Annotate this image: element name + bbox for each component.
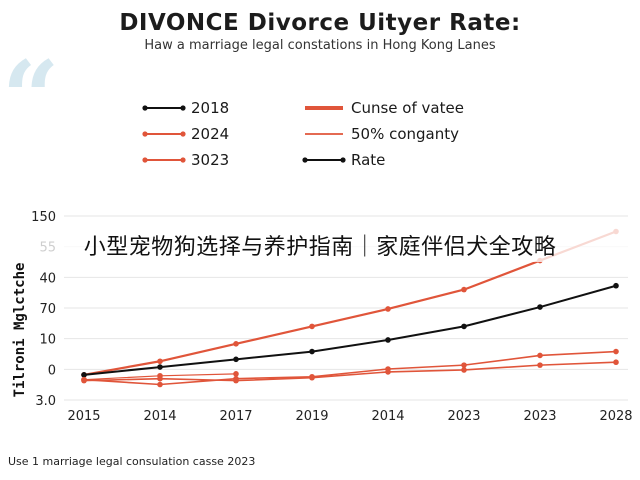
data-point (385, 369, 391, 375)
series-line (83, 361, 617, 382)
x-tick-label: 2017 (219, 409, 252, 424)
legend-marker (180, 157, 186, 163)
data-point (233, 356, 239, 363)
data-point (613, 282, 619, 289)
overlay-banner-text: 小型宠物狗选择与养护指南｜家庭伴侣犬全攻略 (83, 235, 557, 260)
data-point (613, 359, 619, 366)
data-point (385, 306, 391, 312)
legend-label: 50% conganty (351, 125, 459, 143)
data-point (309, 348, 315, 355)
y-tick-label: 0 (48, 363, 56, 378)
legend-label: 3023 (191, 151, 229, 169)
data-point (537, 304, 543, 310)
data-point (537, 362, 543, 368)
data-point (157, 381, 163, 388)
series-line (83, 284, 617, 376)
data-point (157, 358, 163, 365)
chart-subtitle: Haw a marriage legal constations in Hong… (144, 38, 496, 53)
data-point (537, 352, 543, 359)
data-point (461, 323, 467, 330)
y-axis-label: Tilroni Mglctche (12, 263, 28, 398)
legend-label: 2018 (191, 99, 229, 117)
y-tick-label: 10 (39, 333, 56, 348)
x-tick-label: 2023 (523, 409, 556, 424)
data-point (157, 364, 163, 370)
y-tick-label: 40 (39, 271, 56, 286)
y-tick-label: 150 (31, 210, 56, 225)
x-axis-ticks: 2015 2014 2017 2019 2014 2023 2023 2028 (67, 409, 632, 424)
data-point (157, 372, 163, 379)
legend-marker (142, 157, 148, 163)
data-point (309, 323, 315, 330)
series-line (83, 350, 617, 386)
data-point (385, 337, 391, 343)
legend-label: 2024 (191, 125, 229, 143)
legend-marker (142, 131, 148, 137)
legend-label: Rate (351, 151, 385, 169)
chart-title: DIVONCE Divorce Uityer Rate: (119, 10, 521, 36)
data-point (81, 372, 87, 378)
x-tick-label: 2023 (447, 409, 480, 424)
legend: 2018 Cunse of vatee 2024 50% conganty 3023 Ra… (142, 99, 464, 169)
data-point (461, 286, 467, 293)
x-tick-label: 2014 (371, 409, 404, 424)
x-tick-label: 2028 (599, 409, 632, 424)
data-point (461, 362, 467, 368)
data-point (613, 348, 619, 355)
overlay-banner-background (0, 224, 640, 262)
quote-mark-decoration: “ (2, 39, 60, 157)
legend-marker (302, 157, 308, 163)
series-line (83, 230, 617, 376)
data-point (461, 367, 467, 373)
x-tick-label: 2014 (143, 409, 176, 424)
legend-marker (180, 131, 186, 137)
legend-marker (142, 105, 148, 111)
data-point (309, 374, 315, 381)
y-tick-label: 70 (39, 302, 56, 317)
footer-note: Use 1 marriage legal consulation casse 2… (8, 455, 256, 468)
legend-marker (180, 105, 186, 111)
data-point (233, 377, 239, 384)
legend-marker (340, 157, 346, 163)
y-tick-label: 3.0 (35, 394, 56, 409)
x-tick-label: 2015 (67, 409, 100, 424)
legend-label: Cunse of vatee (351, 99, 464, 117)
data-point (233, 371, 239, 377)
data-point (81, 376, 87, 383)
x-tick-label: 2019 (295, 409, 328, 424)
data-point (233, 341, 239, 347)
series-lines (81, 228, 619, 388)
